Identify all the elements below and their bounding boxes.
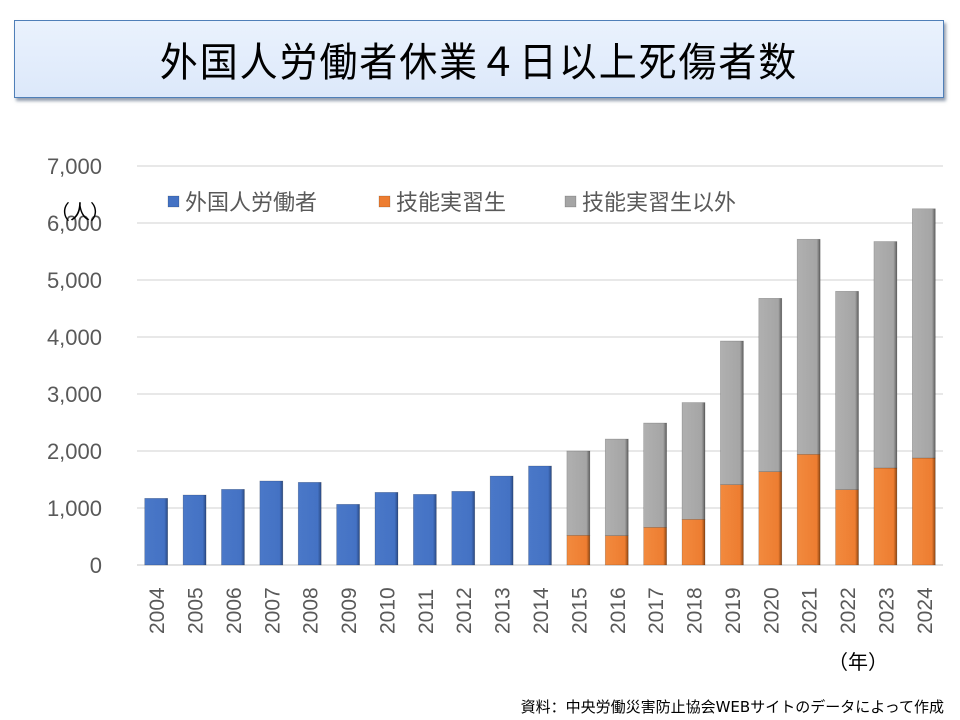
bar-foreign-workers bbox=[297, 481, 322, 566]
x-tick-label: 2024 bbox=[914, 587, 937, 634]
x-axis-ticks: 2004 2005 2006 2007 2008 2009 2010 2011 2012 2013… bbox=[146, 587, 937, 634]
bar-non-interns bbox=[912, 208, 936, 459]
bar-foreign-workers bbox=[413, 494, 437, 566]
bar-foreign-workers bbox=[221, 489, 245, 566]
y-tick-label: 4,000 bbox=[47, 325, 102, 350]
x-tick-label: 2013 bbox=[492, 587, 515, 634]
bar-foreign-workers bbox=[182, 494, 207, 566]
legend-swatch bbox=[167, 195, 180, 208]
bar-technical-interns bbox=[796, 454, 821, 566]
bar-non-interns bbox=[643, 422, 667, 528]
bar-technical-interns bbox=[643, 527, 667, 566]
x-tick-label: 2009 bbox=[338, 587, 361, 634]
bar-foreign-workers bbox=[144, 498, 168, 566]
bar-non-interns bbox=[681, 402, 706, 520]
x-tick-label: 2019 bbox=[722, 587, 745, 634]
bar-foreign-workers bbox=[528, 465, 552, 566]
bar-technical-interns bbox=[681, 519, 706, 566]
legend-label: 技能実習生以外 bbox=[582, 191, 736, 216]
legend-item: 外国人労働者 bbox=[167, 191, 317, 216]
x-tick-label: 2020 bbox=[760, 587, 783, 634]
chart-title: 外国人労働者休業４日以上死傷者数 bbox=[159, 40, 799, 86]
x-tick-label: 2023 bbox=[875, 587, 898, 634]
x-tick-label: 2004 bbox=[146, 587, 169, 634]
bar-technical-interns bbox=[720, 484, 744, 566]
x-tick-label: 2010 bbox=[376, 587, 399, 634]
source-note: 資料：中央労働災害防止協会WEBサイトのデータによって作成 bbox=[520, 698, 944, 716]
bar-foreign-workers bbox=[489, 475, 514, 566]
y-tick-label: 1,000 bbox=[47, 496, 102, 521]
legend-swatch bbox=[378, 195, 391, 208]
bar-non-interns bbox=[604, 438, 629, 536]
bar-foreign-workers bbox=[336, 503, 360, 566]
legend-label: 技能実習生 bbox=[396, 191, 506, 216]
bar-non-interns bbox=[720, 340, 744, 485]
bar-non-interns bbox=[758, 297, 783, 472]
bar-technical-interns bbox=[566, 535, 591, 566]
legend-swatch bbox=[564, 195, 577, 208]
x-tick-label: 2006 bbox=[223, 587, 246, 634]
y-tick-label: 7,000 bbox=[47, 154, 102, 179]
x-tick-label: 2016 bbox=[607, 587, 630, 634]
bar-non-interns bbox=[873, 241, 898, 469]
x-tick-label: 2008 bbox=[300, 587, 323, 634]
title-banner: 外国人労働者休業４日以上死傷者数 bbox=[14, 20, 944, 98]
bar-technical-interns bbox=[873, 467, 898, 566]
legend-label: 外国人労働者 bbox=[185, 191, 317, 216]
y-tick-label: 3,000 bbox=[47, 382, 102, 407]
x-tick-label: 2014 bbox=[530, 587, 553, 634]
x-tick-label: 2021 bbox=[799, 587, 822, 634]
x-tick-label: 2011 bbox=[415, 589, 438, 634]
x-tick-label: 2022 bbox=[837, 587, 860, 634]
bar-non-interns bbox=[796, 238, 821, 455]
x-tick-label: 2007 bbox=[261, 587, 284, 634]
y-tick-label: 0 bbox=[90, 553, 102, 578]
y-axis-ticks: 0 1,000 2,000 3,000 4,000 5,000 6,000 7,000 bbox=[47, 154, 102, 578]
bar-technical-interns bbox=[758, 471, 783, 566]
x-tick-label: 2012 bbox=[453, 587, 476, 634]
y-tick-label: 6,000 bbox=[47, 211, 102, 236]
x-tick-label: 2018 bbox=[684, 587, 707, 634]
y-tick-label: 2,000 bbox=[47, 439, 102, 464]
bar-foreign-workers bbox=[451, 490, 476, 566]
bar-technical-interns bbox=[835, 489, 859, 566]
bar-foreign-workers bbox=[259, 480, 284, 566]
y-axis-unit-label: （人） bbox=[50, 200, 110, 224]
legend: 外国人労働者 技能実習生 技能実習生以外 bbox=[167, 191, 736, 216]
bar-non-interns bbox=[566, 450, 591, 536]
bars bbox=[144, 208, 936, 566]
bar-technical-interns bbox=[604, 535, 629, 566]
x-axis-unit-label: （年） bbox=[828, 650, 888, 674]
bar-technical-interns bbox=[912, 457, 936, 566]
bar-non-interns bbox=[835, 290, 859, 491]
legend-item: 技能実習生以外 bbox=[564, 191, 736, 216]
y-tick-label: 5,000 bbox=[47, 268, 102, 293]
bar-foreign-workers bbox=[374, 492, 399, 566]
x-tick-label: 2015 bbox=[568, 587, 591, 634]
legend-item: 技能実習生 bbox=[378, 191, 506, 216]
x-tick-label: 2017 bbox=[645, 587, 668, 634]
x-tick-label: 2005 bbox=[185, 587, 208, 634]
